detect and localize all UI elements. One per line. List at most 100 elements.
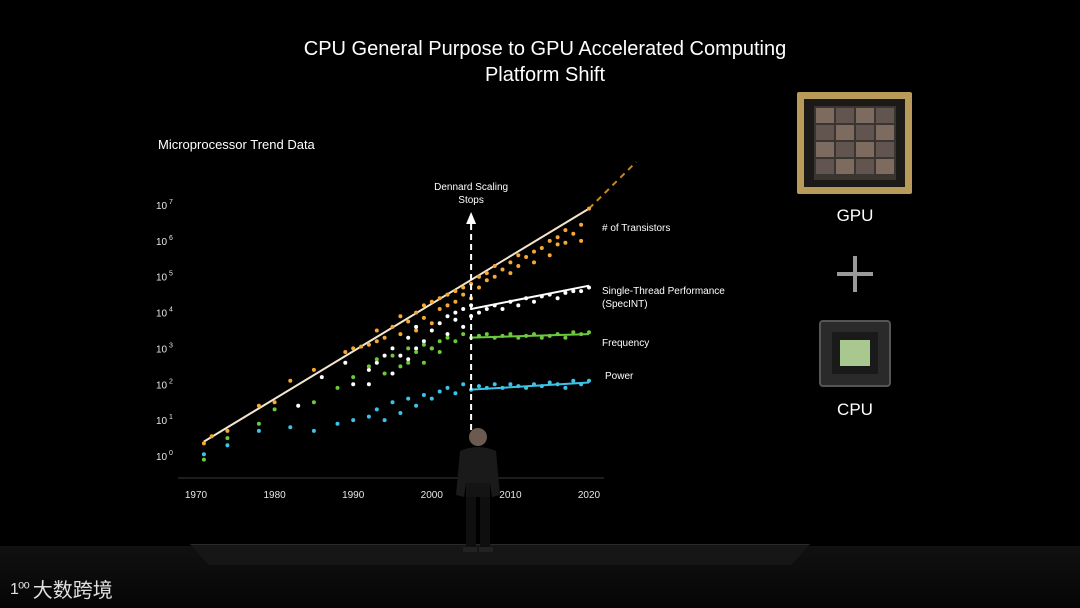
single_thread-point (524, 296, 529, 301)
frequency-point (571, 330, 576, 335)
y-tick-label: 10 (156, 273, 168, 284)
transistors-point (445, 303, 450, 308)
power-point (563, 385, 568, 390)
y-tick-exponent: 6 (169, 235, 173, 242)
y-tick-label: 10 (156, 237, 168, 248)
y-tick-exponent: 1 (169, 414, 173, 421)
power-point (288, 425, 293, 430)
watermark-text: 大数跨境 (32, 580, 113, 602)
gpu-chip-cell (876, 108, 894, 123)
frequency-point (398, 364, 403, 369)
transistors-point (453, 289, 458, 294)
transistors-point (477, 285, 481, 290)
frequency-point (256, 421, 261, 426)
transistors-point (508, 271, 513, 276)
frequency-point (555, 332, 560, 337)
frequency-point (406, 346, 411, 351)
power-point (508, 382, 513, 387)
slide-title-line2: Platform Shift (484, 64, 606, 86)
power-point (437, 389, 442, 394)
frequency-trend-line (471, 333, 590, 339)
single_thread-point (453, 317, 458, 322)
single_thread-point (390, 346, 395, 351)
transistors-point (453, 299, 458, 304)
single_thread-trend-line (470, 284, 590, 310)
transistors-point (563, 240, 568, 245)
power-point (477, 384, 481, 389)
frequency-point (453, 339, 458, 344)
frequency-point (516, 335, 521, 340)
gpu-chip-cell (856, 159, 874, 174)
single_thread-point (461, 307, 466, 311)
transistors-point (571, 231, 576, 236)
frequency-point (579, 332, 584, 337)
frequency-point (414, 350, 419, 354)
y-tick-exponent: 7 (169, 199, 173, 206)
single_thread-point (453, 310, 458, 315)
transistors-point (477, 274, 481, 279)
frequency-point (351, 375, 356, 380)
single_thread-point (343, 360, 348, 365)
transistors-point (508, 260, 513, 265)
frequency-point (437, 350, 442, 354)
single_thread-point (366, 382, 371, 387)
power-point (421, 393, 426, 397)
single_thread-series-label-line2: (SpecINT) (602, 299, 648, 310)
single_thread-point (429, 328, 434, 333)
transistors-point (398, 332, 403, 337)
frequency-point (421, 360, 426, 365)
transistors-point (398, 314, 403, 319)
gpu-chip-cell (856, 142, 874, 157)
frequency-point (311, 400, 316, 405)
transistors-point (555, 242, 560, 247)
y-tick-label: 10 (156, 452, 168, 463)
frequency-point (366, 364, 371, 369)
y-tick-exponent: 3 (169, 342, 173, 349)
watermark: 1⁰⁰ 大数跨境 (10, 574, 113, 603)
frequency-point (524, 333, 529, 338)
power-trend-line (471, 381, 590, 391)
transistors-point (492, 274, 497, 279)
frequency-point (445, 335, 450, 340)
transistors-point (532, 260, 536, 265)
power-point (225, 443, 230, 448)
single_thread-point (374, 360, 379, 365)
transistors-point (516, 264, 521, 268)
frequency-point (374, 357, 379, 362)
power-point (445, 385, 450, 390)
single_thread-point (382, 353, 387, 358)
gpu-chip-cell (856, 108, 874, 123)
transistors-point (406, 319, 411, 324)
chart-labels: Dennard Scaling Stops # of Transistors Sing… (434, 182, 725, 440)
single_thread-point (406, 357, 411, 362)
x-tick-label: 2020 (578, 490, 601, 501)
single_thread-point (587, 285, 591, 290)
transistors-point (421, 315, 426, 320)
single_thread-series-label: Single-Thread Performance (602, 286, 725, 297)
frequency-point (587, 330, 591, 335)
slide-title: CPU General Purpose to GPU Accelerated C… (240, 36, 850, 88)
frequency-point (437, 339, 442, 344)
gpu-chip-cell (816, 159, 834, 174)
single_thread-point (500, 307, 505, 311)
gpu-label: GPU (836, 206, 874, 225)
transistors-point (209, 434, 214, 439)
single_thread-point (414, 346, 419, 351)
frequency-series-label: Frequency (602, 338, 649, 349)
y-tick-label: 10 (156, 380, 168, 391)
dennard-arrow-head (466, 212, 477, 224)
single_thread-point (390, 371, 395, 376)
transistors-point (390, 324, 395, 329)
frequency-point (563, 335, 568, 340)
single_thread-point (398, 353, 403, 358)
single_thread-point (555, 296, 560, 301)
transistors-point (288, 378, 293, 383)
transistors-point (461, 292, 466, 297)
gpu-chip-cell (876, 125, 894, 140)
frequency-point (406, 360, 411, 365)
single_thread-point (563, 290, 568, 295)
gpu-chip-cell (836, 125, 854, 140)
transistors-point (547, 238, 552, 243)
transistors-point (421, 303, 426, 308)
power-point (461, 382, 466, 387)
